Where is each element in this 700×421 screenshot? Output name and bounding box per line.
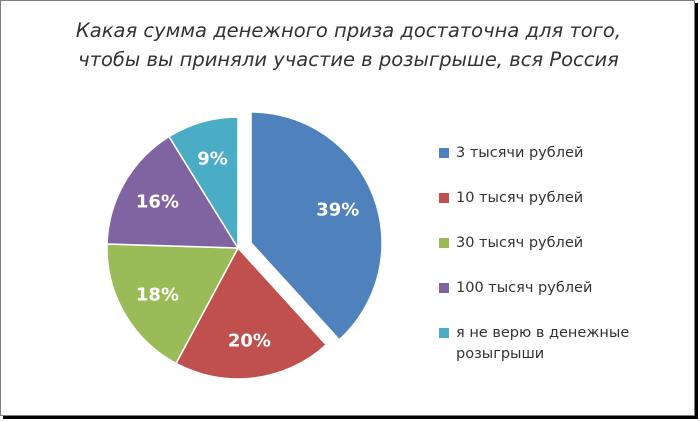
legend-item-100k: 100 тысяч рублей [439,278,679,323]
chart-title-line-1: Какая сумма денежного приза достаточна д… [75,19,622,42]
legend-swatch [439,238,449,248]
slice-100k-label: 16% [136,191,179,212]
slice-no-belief-label: 9% [197,149,228,170]
slice-30k [106,243,240,365]
slice-10k-label: 20% [228,330,271,351]
legend-item-30k: 30 тысяч рублей [439,233,679,278]
legend-item-no-belief: я не верю в денежные розыгрыши [439,323,679,368]
legend-item-10k: 10 тысяч рублей [439,188,679,233]
legend-swatch [439,283,449,293]
chart-title: Какая сумма денежного приза достаточна д… [1,16,696,74]
slice-3k-label: 39% [316,199,359,220]
chart-legend: 3 тысячи рублей 10 тысяч рублей 30 тысяч… [439,143,679,368]
legend-label: 30 тысяч рублей [456,235,584,251]
slice-no-belief [168,116,239,251]
slice-3k [250,111,383,341]
legend-label-continued: розыгрыши [456,346,545,362]
legend-label: 10 тысяч рублей [456,190,584,206]
chart-title-line-2: чтобы вы приняли участие в розыгрыше, вс… [78,48,619,71]
legend-label: 100 тысяч рублей [456,280,593,296]
legend-swatch [439,193,449,203]
legend-label: я не верю в денежные [456,325,630,341]
slice-100k [106,135,240,249]
legend-swatch [439,328,449,338]
legend-item-3k: 3 тысячи рублей [439,143,679,188]
slice-10k [175,246,328,380]
legend-swatch [439,148,449,158]
legend-label: 3 тысячи рублей [456,145,584,161]
slice-30k-label: 18% [136,285,179,306]
